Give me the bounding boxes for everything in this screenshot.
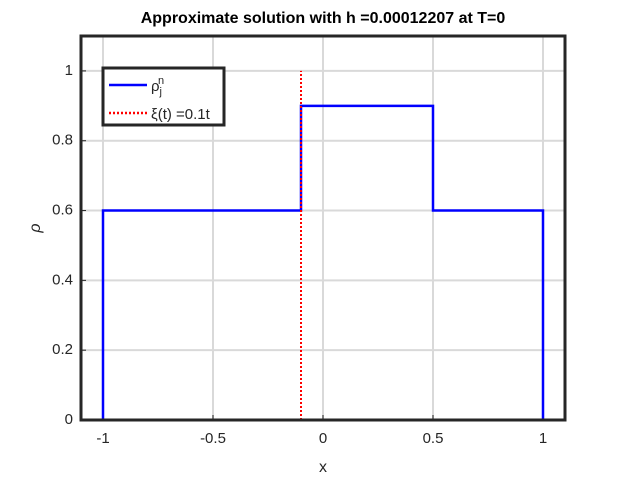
axes-box <box>79 34 567 422</box>
x-tick-label: 0 <box>319 430 327 447</box>
y-axis-label: ρ <box>27 223 44 233</box>
x-tick-label: -1 <box>96 430 109 447</box>
y-tick-label: 0.6 <box>52 202 73 219</box>
x-tick-label: 0.5 <box>423 430 444 447</box>
x-axis-label: x <box>319 459 327 476</box>
legend-label: ξ(t) =0.1t <box>151 106 211 123</box>
y-tick-label: 0.8 <box>52 132 73 149</box>
y-tick-label: 0 <box>65 411 73 428</box>
y-tick-label: 0.4 <box>52 271 73 288</box>
y-tick-label: 0.2 <box>52 341 73 358</box>
legend-box <box>101 66 226 127</box>
legend-label: ρjn <box>151 75 164 98</box>
x-tick-label: 1 <box>539 430 547 447</box>
y-tick-label: 1 <box>65 62 73 79</box>
data-line <box>101 104 545 420</box>
chart-title: Approximate solution with h =0.00012207 … <box>141 10 506 27</box>
x-tick-label: -0.5 <box>200 430 226 447</box>
